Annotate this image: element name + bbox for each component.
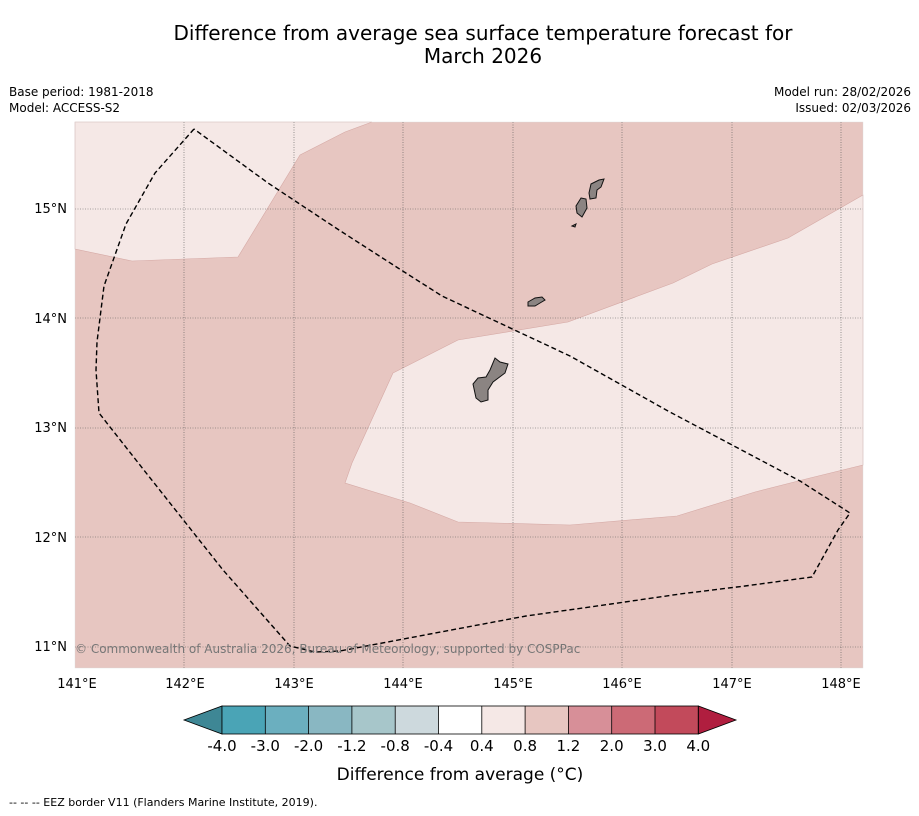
- region-anomaly-0.4-0.8-southeast: [344, 194, 864, 526]
- lat-label-11n: 11°N: [34, 640, 67, 655]
- lat-label-15n: 15°N: [34, 202, 67, 217]
- colorbar-dividers: [221, 705, 699, 735]
- title-line-1: Difference from average sea surface temp…: [173, 21, 793, 45]
- colorbar-tick-10: 2.0: [600, 737, 624, 755]
- colorbar-bin-6: [438, 706, 482, 734]
- lon-label-142e: 142°E: [165, 677, 205, 692]
- eez-footnote: -- -- -- EEZ border V11 (Flanders Marine…: [9, 796, 318, 809]
- colorbar-tick-6: -0.4: [424, 737, 453, 755]
- colorbar-bin-1: [222, 706, 266, 734]
- base-period: Base period: 1981-2018: [9, 85, 154, 99]
- lon-label-147e: 147°E: [712, 677, 752, 692]
- island-tinian: [575, 197, 588, 218]
- chart-title: Difference from average sea surface temp…: [0, 22, 919, 68]
- colorbar-ticks: -4.0 -3.0 -2.0 -1.2 -0.8 -0.4 0.4 0.8 1.…: [207, 737, 710, 755]
- colorbar-tick-1: -4.0: [207, 737, 236, 755]
- lon-label-141e: 141°E: [57, 677, 97, 692]
- colorbar-bin-7: [481, 706, 526, 734]
- lat-label-13n: 13°N: [34, 421, 67, 436]
- colorbar-high-extend: [697, 705, 738, 735]
- island-saipan: [588, 178, 605, 200]
- issued-date: Issued: 02/03/2026: [795, 101, 911, 115]
- island-rota: [527, 296, 546, 307]
- colorbar: -4.0 -3.0 -2.0 -1.2 -0.8 -0.4 0.4 0.8 1.…: [182, 705, 738, 785]
- island-aguijan: [570, 223, 577, 228]
- colorbar-bin-4: [351, 706, 396, 734]
- colorbar-bin-9: [568, 706, 612, 734]
- model-name: Model: ACCESS-S2: [9, 101, 121, 115]
- land-masses: [472, 178, 605, 403]
- latitude-labels: 15°N 14°N 13°N 12°N 11°N: [34, 202, 67, 655]
- colorbar-bin-2: [265, 706, 309, 734]
- colorbar-tick-8: 0.8: [513, 737, 537, 755]
- graticule: [75, 122, 863, 668]
- copyright-notice: © Commonwealth of Australia 2026, Bureau…: [75, 642, 580, 656]
- colorbar-bin-3: [308, 706, 352, 734]
- lon-label-146e: 146°E: [602, 677, 642, 692]
- lon-label-145e: 145°E: [493, 677, 533, 692]
- colorbar-tick-4: -1.2: [337, 737, 366, 755]
- island-guam: [472, 357, 509, 403]
- colorbar-tick-7: 0.4: [470, 737, 494, 755]
- colorbar-tick-5: -0.8: [381, 737, 410, 755]
- colorbar-bin-8: [525, 706, 569, 734]
- model-run: Model run: 28/02/2026: [773, 85, 911, 99]
- colorbar-low-extend: [182, 705, 223, 735]
- longitude-labels: 141°E 142°E 143°E 144°E 145°E 146°E 147°…: [57, 677, 861, 692]
- colorbar-label: Difference from average (°C): [337, 765, 584, 785]
- region-anomaly-0.4-0.8-northwest: [74, 121, 373, 262]
- lon-label-144e: 144°E: [383, 677, 423, 692]
- map-frame: [74, 121, 864, 669]
- lat-label-14n: 14°N: [34, 312, 67, 327]
- meta-left: Base period: 1981-2018 Model: ACCESS-S2: [9, 84, 154, 116]
- colorbar-tick-2: -3.0: [251, 737, 280, 755]
- colorbar-bin-11: [655, 706, 699, 734]
- lon-label-143e: 143°E: [274, 677, 314, 692]
- colorbar-bin-10: [611, 706, 655, 734]
- title-line-2: March 2026: [423, 44, 543, 68]
- colorbar-tick-12: 4.0: [686, 737, 710, 755]
- lat-label-12n: 12°N: [34, 531, 67, 546]
- lon-label-148e: 148°E: [821, 677, 861, 692]
- colorbar-tick-9: 1.2: [556, 737, 580, 755]
- colorbar-tick-3: -2.0: [294, 737, 323, 755]
- meta-right: Model run: 28/02/2026 Issued: 02/03/2026: [774, 84, 911, 116]
- colorbar-bin-5: [395, 706, 439, 734]
- colorbar-tick-11: 3.0: [643, 737, 667, 755]
